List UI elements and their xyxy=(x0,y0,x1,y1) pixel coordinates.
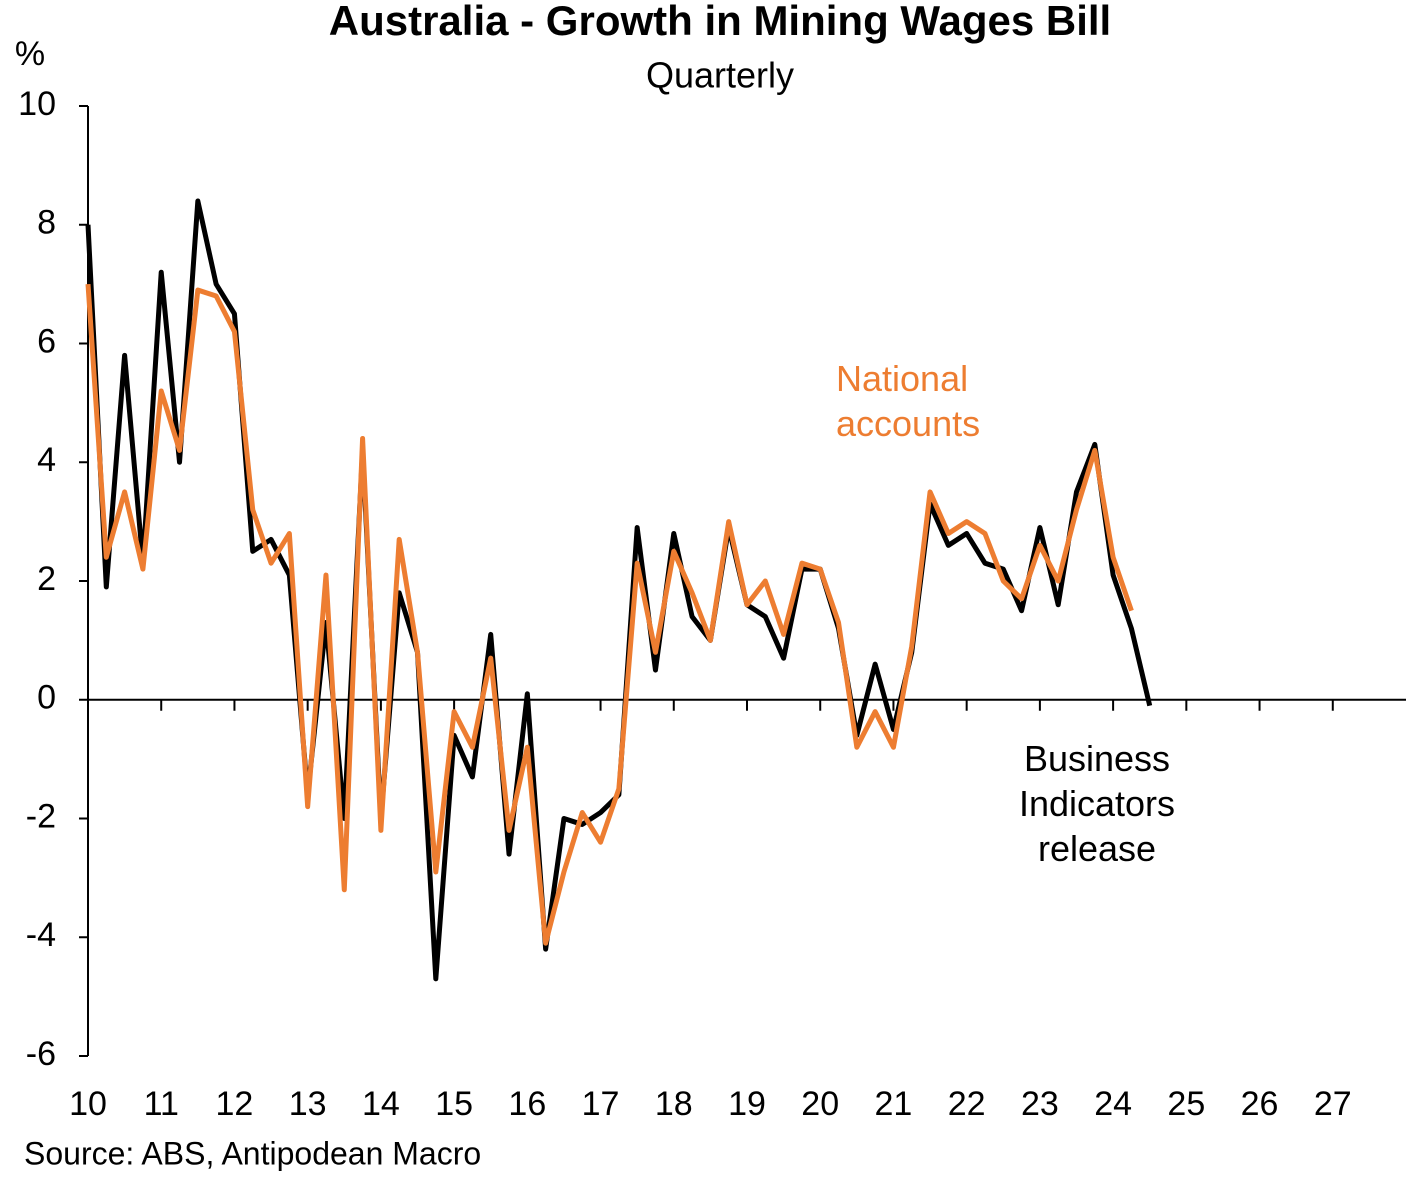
y-tick-label: 10 xyxy=(18,85,56,123)
x-tick-label: 12 xyxy=(216,1085,254,1123)
x-tick-label: 15 xyxy=(435,1085,473,1123)
x-tick-label: 25 xyxy=(1167,1085,1205,1123)
y-tick-label: -2 xyxy=(26,797,56,835)
x-tick-label: 26 xyxy=(1241,1085,1279,1123)
x-tick-label: 13 xyxy=(289,1085,327,1123)
x-tick-label: 21 xyxy=(875,1085,913,1123)
y-tick-label: 0 xyxy=(37,679,56,717)
y-tick-label: -4 xyxy=(26,916,56,954)
x-tick-label: 18 xyxy=(655,1085,693,1123)
chart-title: Australia - Growth in Mining Wages Bill xyxy=(329,0,1111,44)
y-tick-label: -6 xyxy=(26,1035,56,1073)
x-tick-label: 17 xyxy=(582,1085,620,1123)
x-tick-label: 19 xyxy=(728,1085,766,1123)
x-tick-label: 11 xyxy=(144,1085,179,1123)
x-tick-label: 22 xyxy=(948,1085,986,1123)
series-line xyxy=(85,198,1153,982)
y-tick-label: 8 xyxy=(37,204,56,242)
y-tick-label: 6 xyxy=(37,322,56,360)
y-tick-label: 2 xyxy=(37,560,56,598)
series-label: Business Indicators release xyxy=(1018,738,1176,869)
y-tick-label: 4 xyxy=(37,441,56,479)
x-tick-label: 14 xyxy=(362,1085,400,1123)
chart-subtitle: Quarterly xyxy=(646,55,794,96)
x-tick-label: 27 xyxy=(1314,1085,1352,1123)
x-tick-label: 23 xyxy=(1021,1085,1059,1123)
series-label: National accounts xyxy=(836,358,981,444)
source: Source: ABS, Antipodean Macro xyxy=(24,1135,481,1171)
x-tick-label: 10 xyxy=(69,1085,107,1123)
y-axis-label: % xyxy=(15,35,45,73)
x-tick-label: 20 xyxy=(801,1085,839,1123)
x-tick-label: 16 xyxy=(508,1085,546,1123)
x-tick-label: 24 xyxy=(1094,1085,1132,1123)
series-line xyxy=(85,283,1134,946)
